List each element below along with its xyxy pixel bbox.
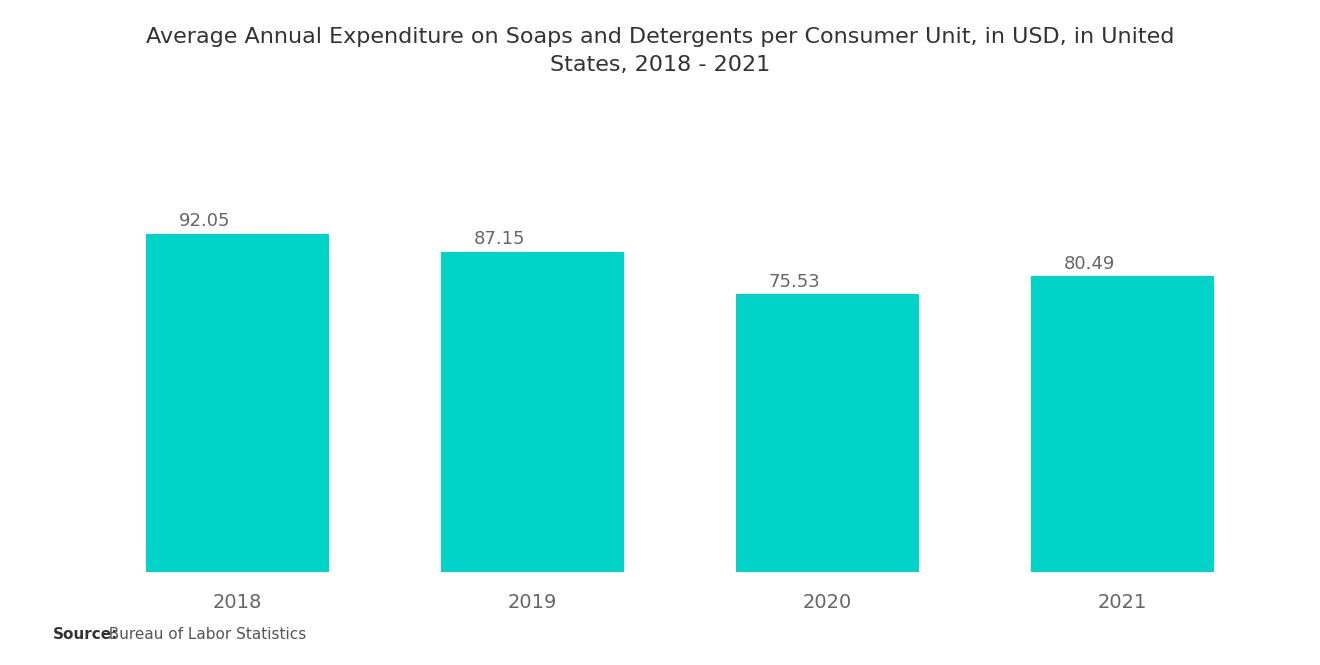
Text: Bureau of Labor Statistics: Bureau of Labor Statistics bbox=[99, 626, 306, 642]
Text: 80.49: 80.49 bbox=[1064, 255, 1115, 273]
Text: 92.05: 92.05 bbox=[178, 212, 230, 230]
Text: Source:: Source: bbox=[53, 626, 119, 642]
Text: Average Annual Expenditure on Soaps and Detergents per Consumer Unit, in USD, in: Average Annual Expenditure on Soaps and … bbox=[145, 27, 1175, 74]
Bar bbox=[145, 234, 329, 572]
Text: 75.53: 75.53 bbox=[768, 273, 821, 291]
Bar bbox=[735, 295, 919, 572]
Bar bbox=[1031, 276, 1214, 572]
Text: 87.15: 87.15 bbox=[474, 230, 525, 248]
Bar bbox=[441, 252, 624, 572]
